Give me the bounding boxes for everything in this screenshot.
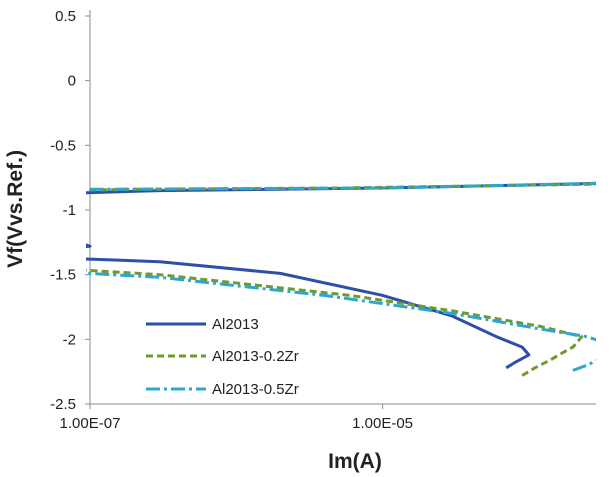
y-tick-label: 0.5 bbox=[55, 8, 76, 25]
y-tick-label: -0.5 bbox=[50, 137, 76, 154]
series-line-al2013-0-5zr bbox=[86, 181, 596, 372]
series-line-al2013 bbox=[86, 182, 596, 370]
axes: 0.50-0.5-1-1.5-2-2.51.00E-071.00E-051.00… bbox=[50, 8, 596, 432]
x-tick-label: 1.00E-07 bbox=[60, 415, 121, 432]
y-tick-label: -1 bbox=[63, 202, 76, 219]
y-tick-label: 0 bbox=[68, 73, 76, 90]
y-axis-title: Vf(Vvs.Ref.) bbox=[4, 150, 27, 268]
series-group bbox=[86, 181, 596, 377]
x-axis-title: Im(A) bbox=[328, 450, 382, 473]
legend-label: Al2013-0.2Zr bbox=[212, 348, 299, 365]
x-tick-label: 1.00E-05 bbox=[352, 415, 413, 432]
y-tick-label: -2 bbox=[63, 331, 76, 348]
legend-label: Al2013 bbox=[212, 316, 259, 333]
y-tick-label: -2.5 bbox=[50, 396, 76, 413]
legend: Al2013 Al2013-0.2Zr Al2013-0.5Zr bbox=[146, 316, 299, 398]
series-line-al2013-0-2zr bbox=[86, 182, 596, 377]
legend-label: Al2013-0.5Zr bbox=[212, 381, 299, 398]
y-tick-label: -1.5 bbox=[50, 267, 76, 284]
